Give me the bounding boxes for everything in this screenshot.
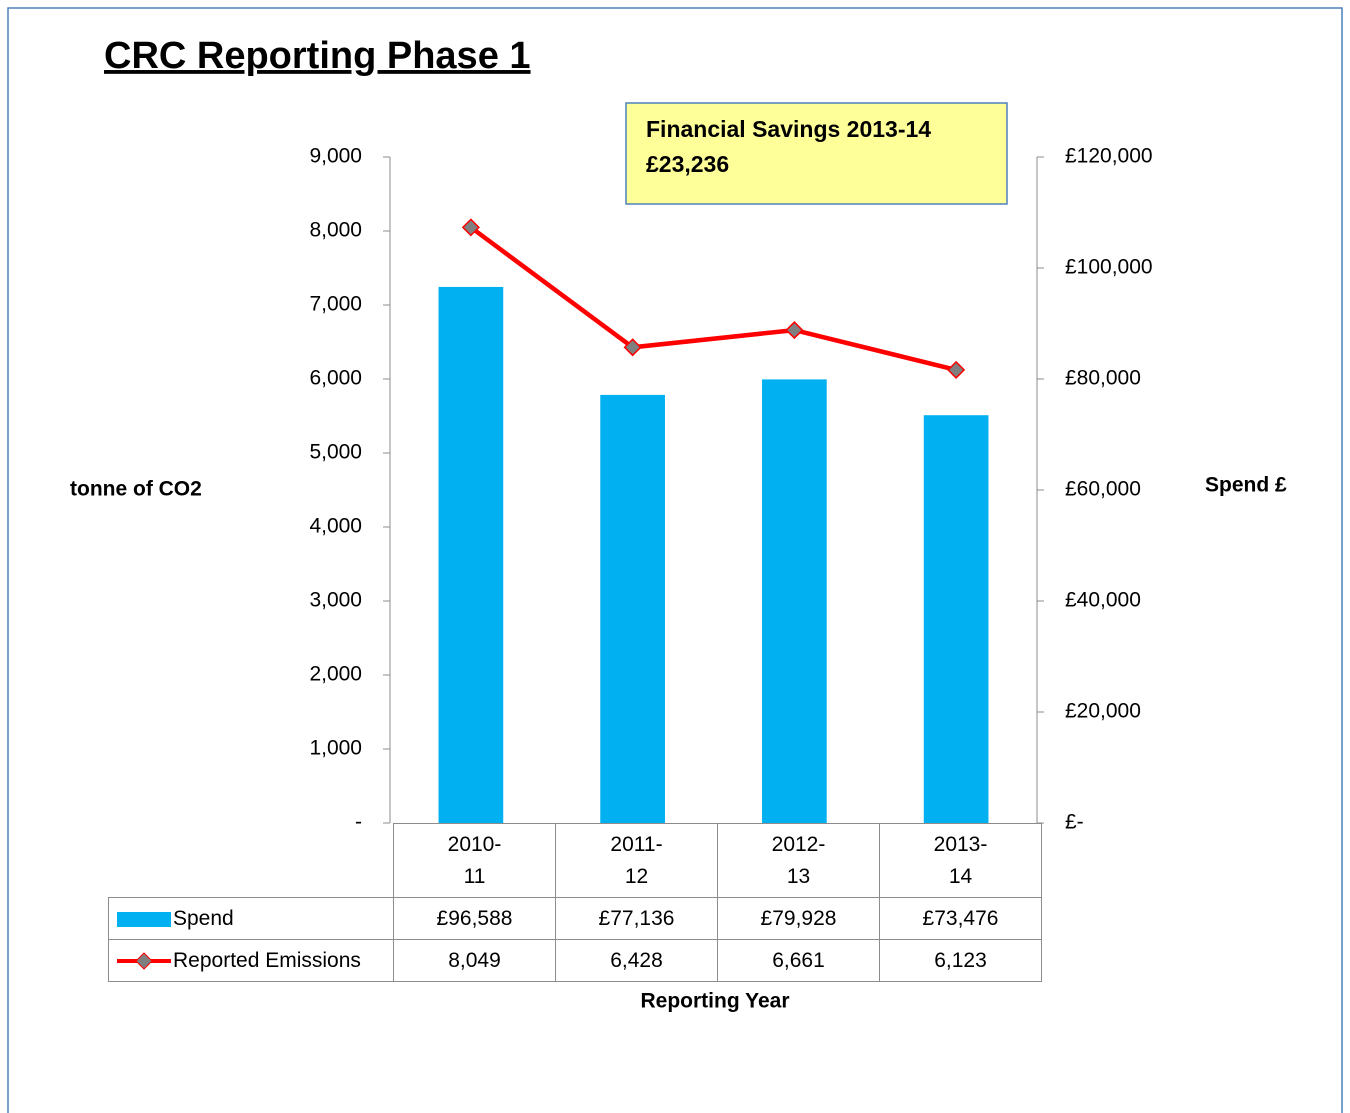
y-tick-label: 7,000 (309, 293, 362, 316)
y2-tick-label: £- (1065, 811, 1084, 834)
value-cell: £96,588 (393, 897, 556, 940)
table-row: Spend £96,588 £77,136 £79,928 £73,476 (108, 897, 1042, 940)
y-axis-label: tonne of CO2 (70, 478, 202, 501)
value-cell: £73,476 (879, 897, 1042, 940)
y2-tick-label: £20,000 (1065, 700, 1141, 723)
data-table: 2010-11 2011-12 2012-13 2013-14 Spend £96,58… (108, 823, 1042, 982)
x-tick-label: 2010-11 (447, 832, 502, 888)
y2-tick-label: £40,000 (1065, 589, 1141, 612)
y2-tick-label: £120,000 (1065, 145, 1153, 168)
legend-label: Reported Emissions (173, 948, 361, 972)
x-tick-label: 2013-14 (933, 832, 988, 888)
category-cell: 2013-14 (879, 823, 1042, 898)
line-marker (947, 360, 966, 379)
y2-tick-label: £100,000 (1065, 256, 1153, 279)
annotation-line: Financial Savings 2013-14 (646, 116, 931, 142)
y-tick-label: 6,000 (309, 367, 362, 390)
legend-key (117, 952, 171, 970)
legend-key (117, 911, 171, 927)
legend-cell: Reported Emissions (108, 939, 394, 982)
value-cell: 8,049 (393, 939, 556, 982)
x-tick-label: 2011-12 (610, 832, 663, 888)
category-cell: 2010-11 (393, 823, 556, 898)
table-header-row: 2010-11 2011-12 2012-13 2013-14 (108, 823, 1042, 898)
value-cell: 6,661 (717, 939, 880, 982)
x-tick-label: 2012-13 (771, 832, 826, 888)
category-cell: 2011-12 (555, 823, 718, 898)
y2-axis-label: Spend £ (1205, 474, 1287, 497)
y-tick-label: 8,000 (309, 219, 362, 242)
legend-swatch (117, 911, 171, 927)
chart-border (7, 7, 1343, 1113)
line-marker (785, 321, 804, 340)
legend-label: Spend (173, 906, 234, 930)
bar (762, 379, 827, 823)
y-tick-label: 5,000 (309, 441, 362, 464)
chart-title: CRC Reporting Phase 1 (104, 35, 531, 77)
line (469, 225, 957, 373)
table-corner (108, 823, 394, 898)
category-cell: 2012-13 (717, 823, 880, 898)
table-row: Reported Emissions 8,049 6,428 6,661 6,123 (108, 939, 1042, 982)
value-cell: 6,428 (555, 939, 718, 982)
line-marker (461, 218, 480, 237)
bar (923, 415, 989, 823)
annotation-box (625, 102, 1008, 205)
y-tick-label: 9,000 (309, 145, 362, 168)
y2-tick-label: £60,000 (1065, 478, 1141, 501)
bar (438, 286, 504, 823)
y2-tick-label: £80,000 (1065, 367, 1141, 390)
legend-marker (135, 952, 153, 970)
value-cell: 6,123 (879, 939, 1042, 982)
line-marker (623, 338, 642, 357)
value-cell: £77,136 (555, 897, 718, 940)
value-cell: £79,928 (717, 897, 880, 940)
y-tick-label: 2,000 (309, 663, 362, 686)
y-tick-label: 4,000 (309, 515, 362, 538)
y-tick-label: 3,000 (309, 589, 362, 612)
annotation-line: £23,236 (646, 151, 729, 177)
x-axis-label: Reporting Year (641, 990, 790, 1013)
y-tick-label: - (355, 811, 362, 834)
y-tick-label: 1,000 (309, 737, 362, 760)
bar (600, 394, 665, 823)
legend-cell: Spend (108, 897, 394, 940)
